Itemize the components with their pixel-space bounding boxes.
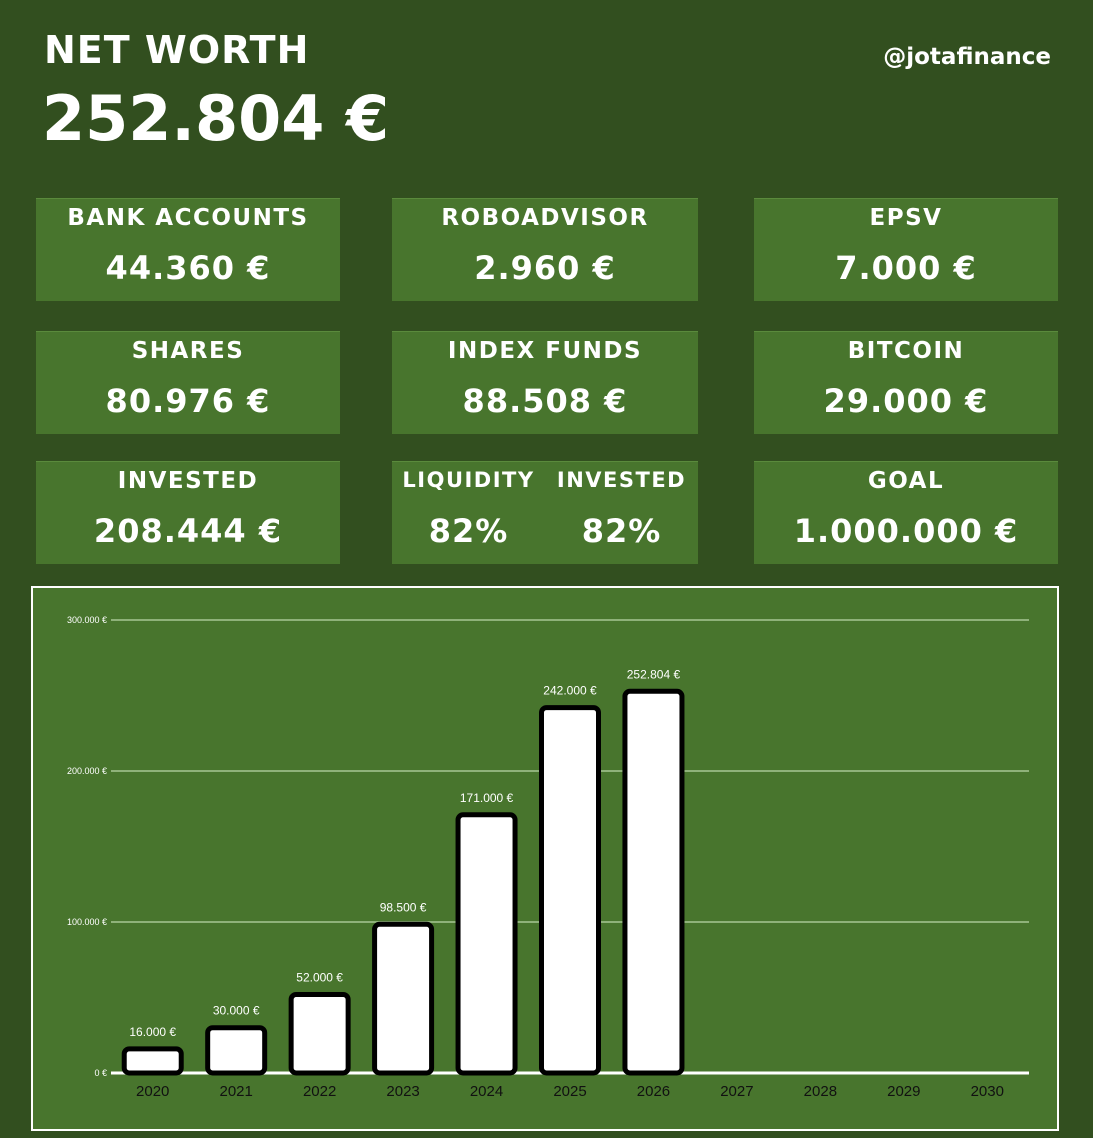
data-label: 16.000 €	[129, 1025, 176, 1039]
roboadvisor-label: ROBOADVISOR	[441, 205, 649, 231]
x-tick-label: 2023	[386, 1083, 419, 1100]
x-tick-label: 2022	[303, 1083, 336, 1100]
bar	[539, 705, 601, 1076]
bar	[372, 921, 435, 1076]
epsv-card: EPSV 7.000 €	[754, 198, 1058, 301]
index-funds-value: 88.508 €	[462, 382, 628, 420]
liquidity-invested-card: LIQUIDITY 82% INVESTED 82%	[392, 461, 698, 564]
x-tick-label: 2026	[637, 1083, 670, 1100]
index-funds-label: INDEX FUNDS	[447, 338, 643, 364]
goal-card: GOAL 1.000.000 €	[754, 461, 1058, 564]
y-tick-label: 300.000 €	[67, 615, 107, 625]
y-tick-label: 200.000 €	[67, 766, 107, 776]
epsv-value: 7.000 €	[835, 249, 977, 287]
author-handle: @jotafinance	[883, 44, 1051, 70]
x-tick-label: 2029	[887, 1083, 920, 1100]
invested-pct-label: INVESTED	[556, 468, 687, 492]
chart-svg: 0 € 100.000 € 200.000 € 300.000 € 16.000 € 20…	[67, 615, 1029, 1100]
x-tick-label: 2027	[720, 1083, 753, 1100]
x-tick-label: 2021	[219, 1083, 252, 1100]
data-label: 252.804 €	[627, 667, 681, 681]
bar	[205, 1025, 268, 1076]
x-tick-label: 2020	[136, 1083, 169, 1100]
data-label: 30.000 €	[213, 1004, 260, 1018]
bank-accounts-label: BANK ACCOUNTS	[67, 205, 309, 231]
bank-accounts-card: BANK ACCOUNTS 44.360 €	[36, 198, 340, 301]
invested-value: 208.444 €	[93, 512, 283, 550]
index-funds-card: INDEX FUNDS 88.508 €	[392, 331, 698, 434]
net-worth-total: 252.804 €	[42, 82, 390, 155]
x-tick-label: 2025	[553, 1083, 586, 1100]
invested-card: INVESTED 208.444 €	[36, 461, 340, 564]
roboadvisor-card: ROBOADVISOR 2.960 €	[392, 198, 698, 301]
x-tick-label: 2030	[971, 1083, 1004, 1100]
bitcoin-card: BITCOIN 29.000 €	[754, 331, 1058, 434]
net-worth-chart: 0 € 100.000 € 200.000 € 300.000 € 16.000 € 20…	[31, 586, 1059, 1131]
data-label: 52.000 €	[296, 970, 343, 984]
goal-value: 1.000.000 €	[793, 512, 1019, 550]
y-tick-label: 100.000 €	[67, 917, 107, 927]
bar	[121, 1046, 184, 1076]
y-tick-label: 0 €	[94, 1068, 107, 1078]
bank-accounts-value: 44.360 €	[105, 249, 271, 287]
bitcoin-value: 29.000 €	[823, 382, 989, 420]
epsv-label: EPSV	[869, 205, 943, 231]
bar	[622, 688, 685, 1076]
liquidity-half: LIQUIDITY 82%	[392, 462, 545, 564]
x-tick-label: 2028	[804, 1083, 837, 1100]
bar	[455, 812, 518, 1076]
bitcoin-label: BITCOIN	[847, 338, 965, 364]
data-label: 171.000 €	[460, 791, 514, 805]
x-tick-label: 2024	[470, 1083, 503, 1100]
liquidity-value: 82%	[428, 512, 509, 550]
shares-card: SHARES 80.976 €	[36, 331, 340, 434]
data-label: 98.500 €	[380, 900, 427, 914]
roboadvisor-value: 2.960 €	[474, 249, 616, 287]
shares-label: SHARES	[131, 338, 245, 364]
shares-value: 80.976 €	[105, 382, 271, 420]
data-label: 242.000 €	[543, 684, 597, 698]
liquidity-label: LIQUIDITY	[402, 468, 535, 492]
bar	[288, 991, 351, 1076]
invested-pct-value: 82%	[581, 512, 662, 550]
page-title: NET WORTH	[44, 28, 310, 72]
goal-label: GOAL	[867, 468, 945, 494]
invested-label: INVESTED	[117, 468, 259, 494]
invested-pct-half: INVESTED 82%	[545, 462, 698, 564]
